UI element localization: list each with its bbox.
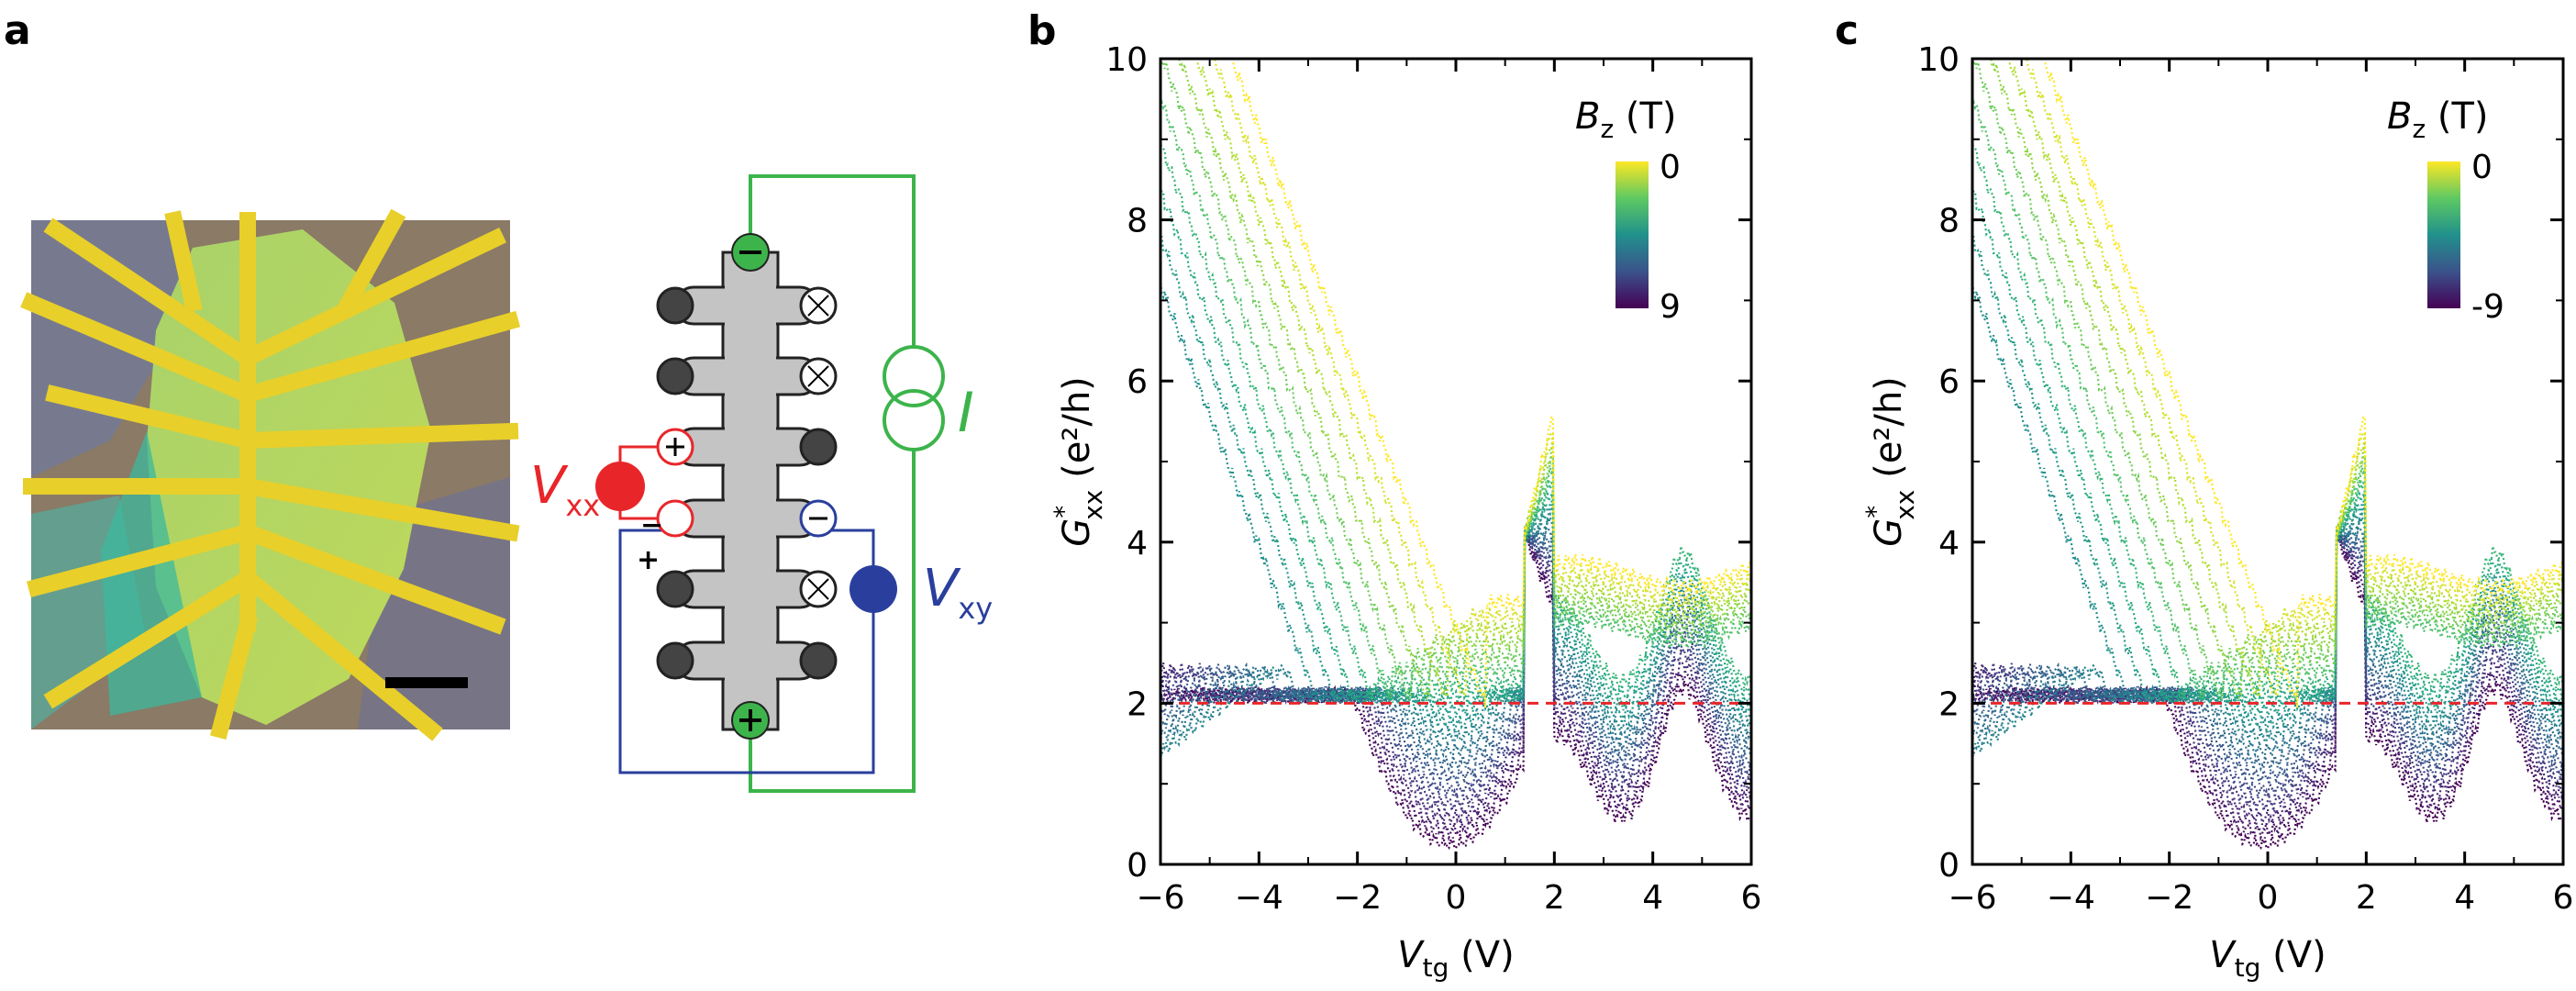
colorbar-bottom-label: -9 — [2471, 288, 2504, 326]
x-tick-label: 6 — [2553, 879, 2574, 917]
data-series-line — [1972, 522, 2563, 761]
x-tick-label: 4 — [2454, 879, 2475, 917]
data-series-line — [1972, 526, 2563, 812]
data-series-line — [1160, 144, 1751, 699]
y-tick-label: 0 — [1938, 847, 1960, 885]
y-tick-label: 10 — [1105, 41, 1148, 79]
colorbar-title: Bz (T) — [1575, 95, 1677, 144]
data-series-line — [1160, 533, 1751, 842]
y-tick-label: 2 — [1938, 685, 1960, 723]
x-axis-label: Vtg (V) — [2209, 934, 2326, 983]
vxx-minus-sign: − — [640, 509, 663, 541]
panel-label-b: b — [1027, 7, 1057, 54]
data-series-line — [1972, 59, 2563, 701]
vxx-label: Vxx — [530, 456, 600, 523]
vxy-meter-icon — [849, 565, 897, 613]
data-series-line — [1160, 513, 1751, 759]
x-tick-label: −6 — [1136, 879, 1184, 917]
x-tick-label: 6 — [1741, 879, 1762, 917]
colorbar-title: Bz (T) — [2387, 95, 2489, 144]
colorbar-top-label: 0 — [1660, 149, 1681, 186]
contact-right — [799, 641, 838, 680]
current-wire-top — [749, 174, 916, 347]
data-series-line — [1972, 185, 2563, 706]
y-tick-label: 10 — [1917, 41, 1960, 79]
y-tick-label: 2 — [1127, 685, 1148, 723]
chart-panel-c: −6 −4 −2 0 2 4 6 0 2 4 6 8 10 Vtg (V) G*xx (e²/h) Bz (T… — [1860, 41, 2574, 983]
panel-label-a: a — [4, 7, 31, 54]
y-tick-label: 0 — [1127, 847, 1148, 885]
vxx-plus-sign: + — [637, 544, 660, 576]
current-wire-bottom — [749, 448, 916, 793]
data-series-line — [1160, 282, 1751, 734]
data-series-line — [1972, 282, 2563, 734]
x-tick-label: −2 — [1333, 879, 1382, 917]
hall-bar-schematic: Vxx − + I Vxy — [530, 174, 993, 793]
x-tick-label: −4 — [1235, 879, 1283, 917]
data-series-line — [1178, 59, 1751, 700]
plot-area — [1160, 59, 1751, 850]
y-tick-label: 6 — [1127, 363, 1148, 401]
data-series-line — [1160, 236, 1751, 718]
data-series-line — [1160, 529, 1751, 773]
data-series-line — [1972, 529, 2563, 773]
y-tick-label: 4 — [1127, 525, 1148, 562]
x-tick-label: 2 — [2356, 879, 2377, 917]
data-series-line — [1160, 530, 1751, 850]
current-label: I — [958, 381, 974, 445]
y-tick-label: 6 — [1938, 363, 1960, 401]
data-series-line — [1160, 59, 1751, 701]
data-series-line — [1160, 98, 1751, 699]
contact-left — [656, 357, 694, 395]
colorbar-gradient — [2427, 161, 2460, 308]
contact-left — [656, 286, 694, 325]
data-series-line — [1160, 522, 1751, 761]
contact-right — [799, 428, 838, 466]
data-series-line — [1972, 236, 2563, 718]
contact-left — [656, 641, 694, 680]
data-series-line — [1972, 513, 2563, 759]
x-tick-label: −6 — [1948, 879, 1996, 917]
data-series-line — [1972, 98, 2563, 699]
x-tick-label: 4 — [1642, 879, 1663, 917]
vxy-wire — [618, 529, 875, 774]
contact-left — [656, 499, 694, 538]
colorbar-bottom-label: 9 — [1660, 288, 1681, 326]
data-series-line — [1990, 59, 2563, 700]
device-micrograph — [20, 208, 521, 741]
panel-label-c: c — [1835, 7, 1860, 54]
plot-area — [1972, 59, 2563, 850]
data-series-line — [1972, 144, 2563, 699]
data-series-line — [1160, 524, 1751, 799]
x-tick-label: −2 — [2145, 879, 2193, 917]
colorbar-gradient — [1616, 161, 1649, 308]
y-axis-label: G*xx (e²/h) — [1860, 376, 1920, 547]
current-source-icon — [883, 345, 945, 407]
data-series-line — [1972, 530, 2563, 850]
x-axis-label: Vtg (V) — [1397, 934, 1514, 983]
colorbar-top-label: 0 — [2471, 149, 2493, 186]
chart-panel-b: −6 −4 −2 0 2 4 6 0 2 4 6 8 10 Vtg (V) G*xx (e²/h) Bz (T… — [1049, 41, 1762, 983]
data-series-line — [1160, 526, 1751, 812]
contact-left — [656, 570, 694, 608]
x-tick-label: 0 — [2258, 879, 2279, 917]
x-tick-label: 0 — [1446, 879, 1467, 917]
data-series-line — [1972, 524, 2563, 799]
data-series-line — [1160, 185, 1751, 706]
x-tick-label: 2 — [1544, 879, 1565, 917]
vxy-label: Vxy — [923, 559, 993, 626]
y-tick-label: 8 — [1127, 203, 1148, 240]
x-tick-label: −4 — [2047, 879, 2095, 917]
y-tick-label: 4 — [1938, 525, 1960, 562]
y-tick-label: 8 — [1938, 203, 1960, 240]
vxx-meter-icon — [595, 462, 645, 511]
y-axis-label: G*xx (e²/h) — [1049, 376, 1108, 547]
data-series-line — [1972, 533, 2563, 842]
